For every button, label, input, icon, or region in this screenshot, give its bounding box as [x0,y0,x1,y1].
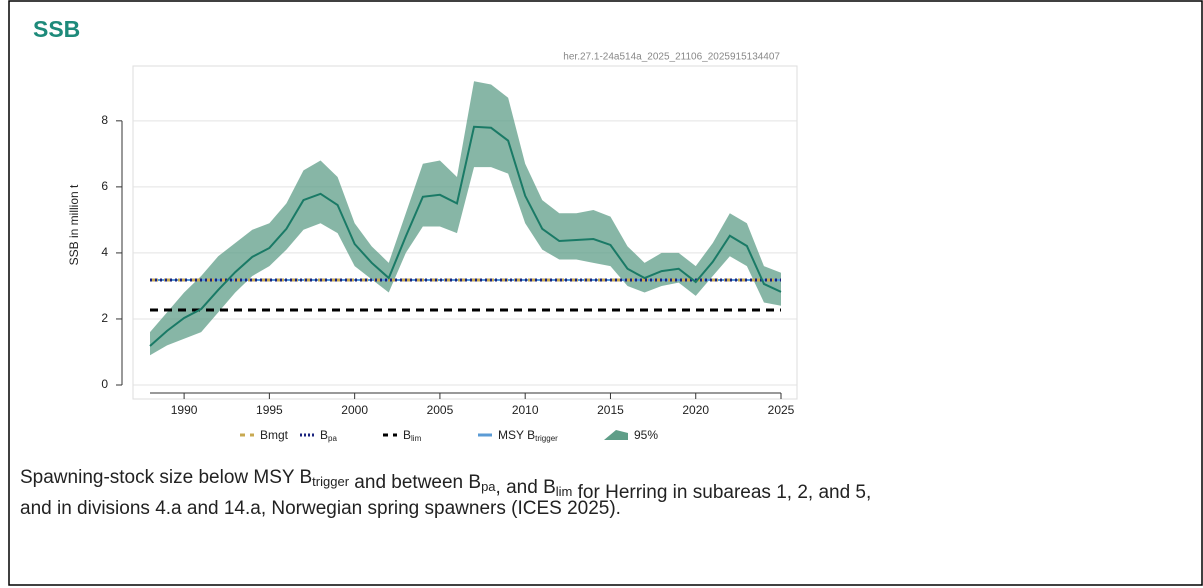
x-tick-label: 2025 [768,403,795,417]
x-tick-label: 1990 [171,403,198,417]
y-tick-label: 6 [101,179,108,193]
caption-subscript: pa [481,479,496,494]
caption: and in divisions 4.a and 14.a, Norwegian… [20,498,621,519]
caption-text: and in divisions 4.a and 14.a, Norwegian… [20,498,621,519]
legend-label: 95% [634,428,658,442]
x-tick-label: 2000 [341,403,368,417]
chart-subtitle: her.27.1-24a514a_2025_21106_202591513440… [563,52,780,63]
plot-frame [132,65,798,400]
plot: 0 2 4 6 8 1990 1995 2000 2005 2010 2015 2020 2025 [101,81,797,417]
legend-subscript: pa [328,434,337,443]
y-tick-label: 8 [101,113,108,127]
x-tick-label: 2015 [597,403,624,417]
chart-title: SSB [33,16,80,42]
legend-subscript: trigger [535,434,558,443]
caption-subscript: lim [556,484,573,499]
caption-text: , and B [496,477,556,498]
legend-label: MSY Btrigger [498,428,558,443]
x-tick-label: 2010 [512,403,539,417]
x-tick-label: 2020 [682,403,709,417]
caption: Spawning-stock size below MSY Btrigger a… [20,467,871,503]
y-tick-label: 4 [101,245,108,259]
y-tick-label: 2 [101,311,108,325]
legend-text: B [403,428,411,442]
legend-label: Bmgt [260,428,289,442]
ssb-line [149,125,782,347]
x-tick-label: 1995 [256,403,283,417]
y-axis-label: SSB in million t [67,184,81,265]
legend: Bmgt Bpa Blim MSY Btrigger 95% [240,428,658,443]
legend-label: Blim [403,428,422,443]
caption-subscript: trigger [312,474,350,489]
caption-text: for Herring in subareas 1, 2, and 5, [572,482,871,503]
legend-text: MSY B [498,428,535,442]
caption-text: Spawning-stock size below MSY B [20,467,312,488]
y-tick-label: 0 [101,377,108,391]
caption-text: and between B [349,472,481,493]
legend-text: Bmgt [260,428,289,442]
legend-label: Bpa [320,428,337,443]
confidence-band [150,81,781,356]
x-tick-label: 2005 [427,403,454,417]
frame [8,0,1203,586]
legend-text: B [320,428,328,442]
legend-subscript: lim [411,434,422,443]
legend-swatch [604,430,628,440]
